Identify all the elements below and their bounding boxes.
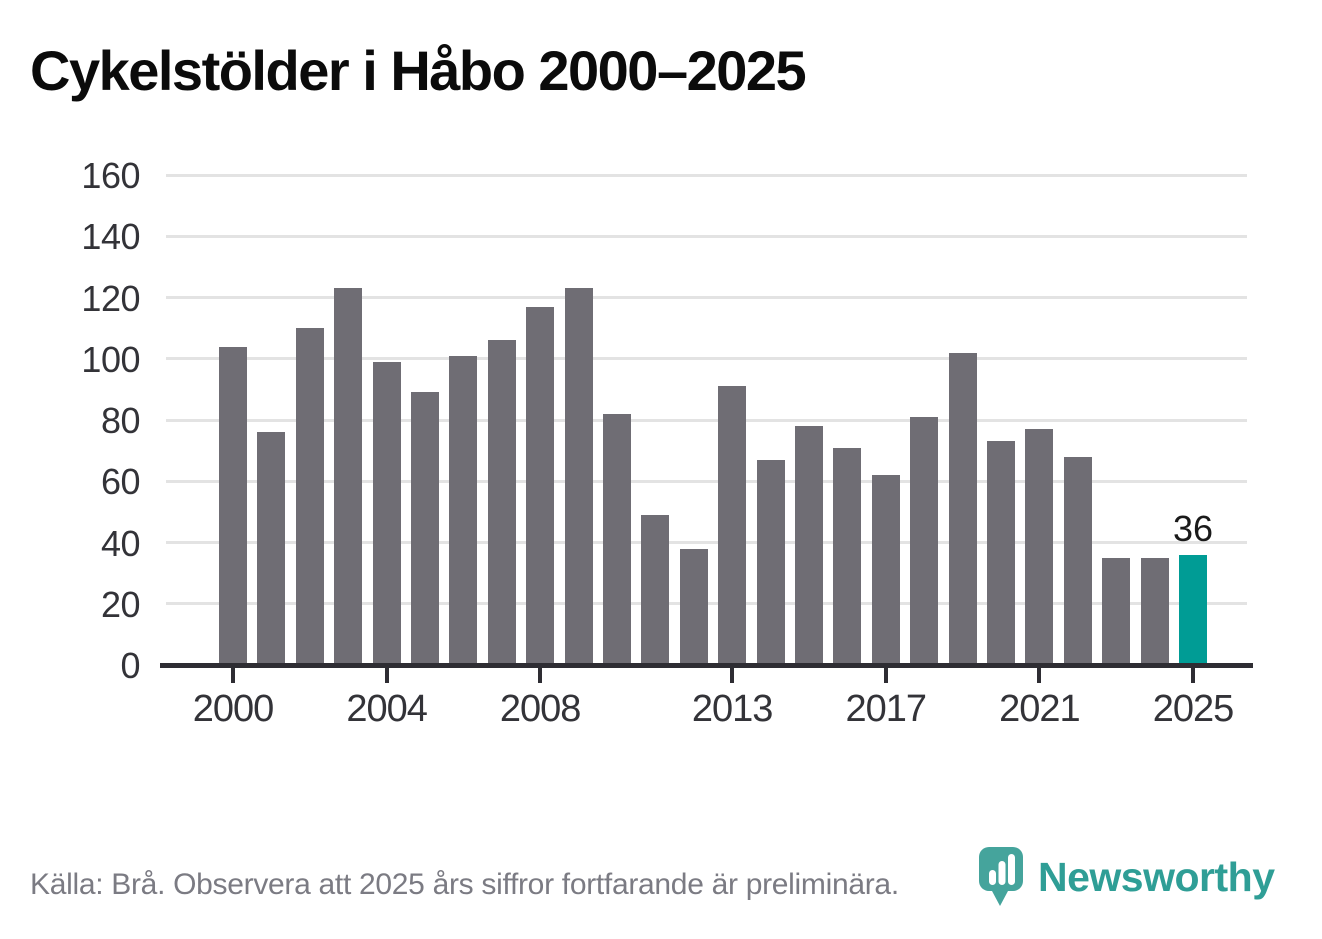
bar-2015 bbox=[795, 426, 823, 665]
bar-2009 bbox=[564, 288, 593, 665]
bar-2005 bbox=[411, 392, 439, 665]
bar-2006 bbox=[449, 355, 478, 665]
bar-2019 bbox=[948, 352, 977, 665]
bar-2018 bbox=[910, 416, 939, 665]
y-axis-label: 140 bbox=[81, 216, 140, 258]
x-axis-tick bbox=[883, 668, 888, 683]
newsworthy-logo: Newsworthy bbox=[978, 846, 1275, 912]
x-axis-label: 2004 bbox=[346, 688, 428, 730]
y-axis-label: 60 bbox=[100, 461, 141, 503]
x-axis-tick bbox=[538, 668, 543, 683]
bar-chart-bubble-icon bbox=[979, 847, 1023, 906]
x-axis-label: 2008 bbox=[499, 688, 582, 730]
bar-2001 bbox=[257, 432, 286, 665]
x-axis-label: 2000 bbox=[192, 688, 275, 730]
chart-title: Cykelstölder i Håbo 2000–2025 bbox=[30, 39, 807, 102]
x-axis-tick bbox=[1037, 668, 1042, 683]
x-axis-tick bbox=[1191, 668, 1195, 683]
bar-2016 bbox=[833, 447, 862, 665]
bar-2014 bbox=[756, 459, 785, 665]
bar-2007 bbox=[487, 340, 516, 665]
x-axis-tick bbox=[384, 668, 389, 683]
y-axis-label: 0 bbox=[120, 645, 140, 686]
y-axis-label: 160 bbox=[81, 155, 140, 196]
x-axis-label: 2017 bbox=[845, 688, 928, 730]
y-axis-label: 40 bbox=[100, 522, 141, 564]
y-axis-label: 120 bbox=[81, 277, 140, 319]
bar-2000 bbox=[219, 346, 247, 665]
gridline-100 bbox=[166, 357, 1247, 361]
newsworthy-wordmark: Newsworthy bbox=[1038, 853, 1275, 900]
bar-2002 bbox=[295, 328, 324, 665]
x-axis-tick bbox=[730, 668, 735, 683]
bar-2024 bbox=[1140, 557, 1169, 665]
bar-2012 bbox=[679, 548, 708, 665]
value-label: 36 bbox=[1172, 507, 1214, 549]
y-axis-label: 20 bbox=[100, 583, 141, 625]
bar-2004 bbox=[372, 361, 401, 665]
x-axis-label: 2025 bbox=[1152, 688, 1235, 730]
gridline-120 bbox=[166, 296, 1247, 299]
bar-2020 bbox=[987, 441, 1015, 665]
x-axis-label: 2013 bbox=[691, 688, 774, 730]
bar-2021 bbox=[1025, 429, 1054, 665]
x-axis-line bbox=[160, 663, 1253, 668]
bar-2022 bbox=[1063, 456, 1092, 665]
bar-2017 bbox=[871, 475, 900, 665]
gridline-80 bbox=[166, 418, 1247, 422]
gridline-160 bbox=[166, 173, 1247, 177]
source-note: Källa: Brå. Observera att 2025 års siffr… bbox=[30, 868, 899, 901]
y-axis-label: 100 bbox=[81, 338, 140, 380]
gridline-60 bbox=[166, 479, 1247, 483]
gridline-140 bbox=[166, 234, 1247, 238]
gridline-40 bbox=[166, 541, 1247, 544]
y-axis-label: 80 bbox=[100, 400, 141, 441]
x-axis-tick bbox=[231, 668, 235, 683]
bar-2008 bbox=[526, 306, 555, 665]
bar-2025 bbox=[1179, 554, 1207, 665]
bar-2023 bbox=[1102, 557, 1131, 665]
x-axis-label: 2021 bbox=[999, 688, 1081, 730]
bar-2010 bbox=[603, 413, 631, 665]
bar-2011 bbox=[641, 514, 670, 665]
bar-2013 bbox=[718, 386, 747, 665]
bar-2003 bbox=[334, 288, 363, 665]
